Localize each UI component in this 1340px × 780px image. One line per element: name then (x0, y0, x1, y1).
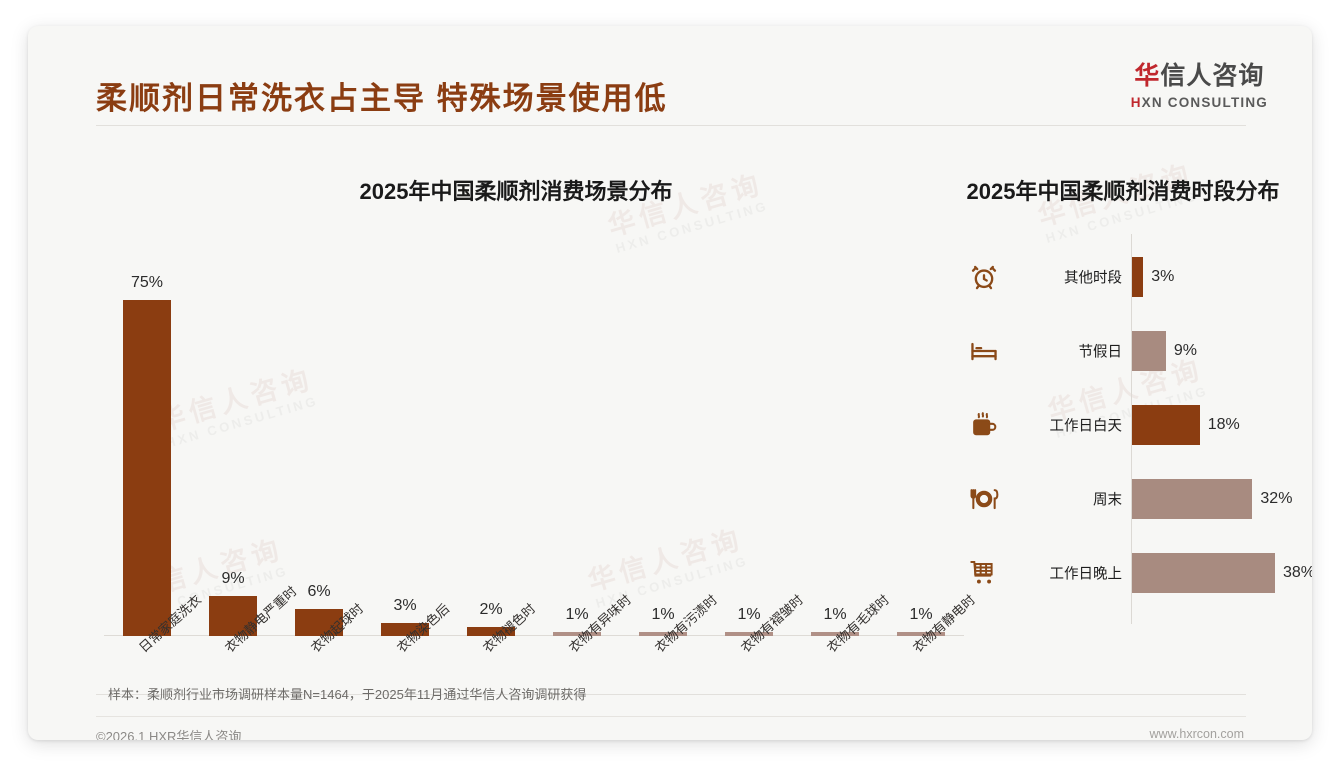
vertical-bar[interactable] (897, 631, 945, 636)
chart-baseline (104, 635, 964, 636)
vertical-bar[interactable] (381, 622, 429, 636)
brand-logo: 华信人咨询 HXN CONSULTING (1131, 64, 1268, 110)
logo-chinese-accent: 华 (1134, 62, 1161, 90)
category-label: 工作日晚上 (1049, 566, 1123, 583)
vertical-bar-chart: 75% 日常家庭洗衣 9% 衣物静电严重时 6% 衣物起球时 3% 衣物染色后 2% 衣物褪色时 1… (104, 236, 978, 655)
horizontal-bar-row: 节假日 9% (958, 314, 1288, 388)
horizontal-bar[interactable] (1132, 479, 1253, 519)
chart-title-time: 2025年中国柔顺剂消费时段分布 (966, 179, 1280, 204)
logo-english-rest: XN CONSULTING (1141, 95, 1268, 110)
bar-value-label: 3% (1151, 268, 1175, 285)
category-label: 周末 (1093, 492, 1122, 509)
vertical-bar[interactable] (725, 631, 773, 636)
bar-value-label: 2% (479, 601, 503, 619)
horizontal-bar[interactable] (1132, 331, 1166, 371)
vertical-bar-group: 1% (620, 236, 706, 636)
bar-value-label: 1% (651, 605, 675, 623)
bar-value-label: 1% (909, 605, 933, 623)
bar-value-label: 38% (1283, 564, 1312, 581)
bar-value-label: 9% (221, 569, 245, 587)
category-label: 节假日 (1078, 344, 1123, 361)
logo-english: HXN CONSULTING (1131, 96, 1268, 110)
slide-header: 柔顺剂日常洗衣占主导 特殊场景使用低 华信人咨询 HXN CONSULTING (28, 26, 1312, 126)
logo-chinese: 华信人咨询 (1131, 64, 1268, 89)
bar-value-label: 18% (1207, 416, 1240, 433)
coffee-mug-icon (964, 407, 1004, 443)
vertical-bar-group: 75% (104, 236, 190, 636)
bar-value-label: 9% (1173, 342, 1197, 359)
vertical-bar[interactable] (209, 595, 257, 636)
vertical-bar-group: 9% (190, 236, 276, 636)
footnote-divider (96, 694, 1246, 695)
alarm-clock-icon (964, 259, 1004, 295)
bar-value-label: 6% (307, 583, 331, 601)
header-divider (96, 125, 1246, 126)
horizontal-bar-chart: 其他时段 3% 节假日 9% 工作日白天 18% 周末 32% 工作日晚上 38% (958, 234, 1312, 640)
vertical-bar[interactable] (295, 609, 343, 636)
chart-axis-line (1131, 234, 1132, 624)
footer-divider (96, 716, 1246, 717)
chart-panel-scenario: 2025年中国柔顺剂消费场景分布 75% 日常家庭洗衣 9% 衣物静电严重时 6% 衣物起… (66, 174, 978, 674)
sample-footnote: 样本：柔顺剂行业市场调研样本量N=1464，于2025年11月通过华信人咨询调研… (108, 687, 587, 702)
bar-value-label: 1% (823, 605, 847, 623)
vertical-bar[interactable] (639, 631, 687, 636)
horizontal-bar-row: 周末 32% (958, 462, 1292, 536)
slide-card: 柔顺剂日常洗衣占主导 特殊场景使用低 华信人咨询 HXN CONSULTING … (28, 26, 1312, 740)
vertical-bar[interactable] (553, 631, 601, 636)
bar-value-label: 3% (393, 596, 417, 614)
plate-utensils-icon (964, 481, 1004, 517)
horizontal-bar-row: 工作日晚上 38% (958, 536, 1312, 610)
logo-english-accent: H (1130, 95, 1142, 110)
horizontal-bar-row: 其他时段 3% (958, 240, 1288, 314)
bar-value-label: 1% (565, 605, 589, 623)
vertical-bar[interactable] (467, 627, 515, 636)
vertical-bar-group: 3% (362, 236, 448, 636)
bar-value-label: 32% (1260, 490, 1293, 507)
horizontal-bar-row: 工作日白天 18% (958, 388, 1288, 462)
logo-chinese-rest: 信人咨询 (1160, 62, 1265, 90)
page-title: 柔顺剂日常洗衣占主导 特殊场景使用低 (96, 81, 668, 116)
category-label: 其他时段 (1064, 270, 1122, 287)
bed-icon (964, 333, 1004, 369)
shopping-cart-icon (964, 555, 1004, 591)
vertical-bar-group: 1% (792, 236, 878, 636)
bar-value-label: 75% (130, 274, 164, 291)
chart-title-scenario: 2025年中国柔顺剂消费场景分布 (359, 179, 673, 204)
chart-panel-time: 2025年中国柔顺剂消费时段分布 其他时段 3% 节假日 9% 工作日白天 18% 周末 32… (958, 174, 1312, 674)
bar-value-label: 1% (737, 605, 761, 623)
category-label: 工作日白天 (1049, 418, 1123, 435)
vertical-bar-group: 1% (534, 236, 620, 636)
copyright-text: ©2026.1 HXR华信人咨询 (96, 729, 242, 740)
horizontal-bar[interactable] (1132, 257, 1144, 297)
website-url: www.hxrcon.com (1149, 727, 1244, 740)
horizontal-bar[interactable] (1132, 553, 1275, 593)
vertical-bar[interactable] (123, 300, 171, 636)
vertical-bar[interactable] (811, 631, 859, 636)
vertical-bar-group: 2% (448, 236, 534, 636)
vertical-bar-group: 1% (878, 236, 964, 636)
vertical-bar-group: 1% (706, 236, 792, 636)
horizontal-bar[interactable] (1132, 405, 1200, 445)
vertical-bar-group: 6% (276, 236, 362, 636)
